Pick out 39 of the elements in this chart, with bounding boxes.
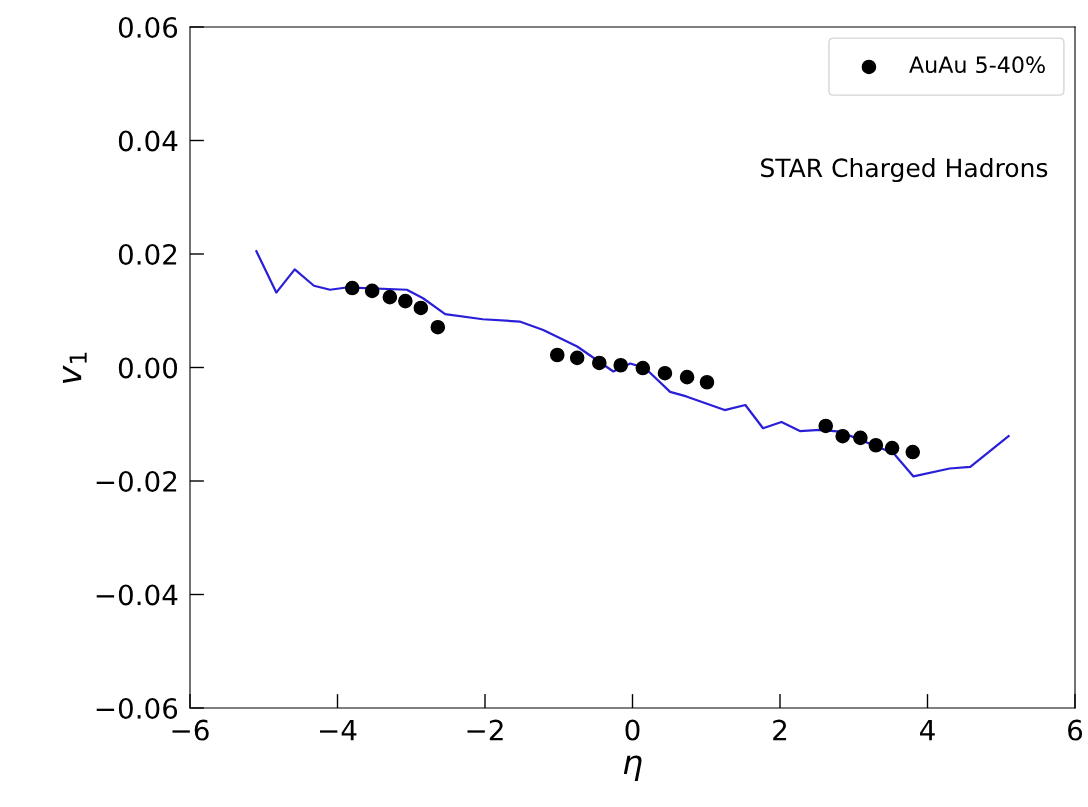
point xyxy=(635,360,651,376)
point xyxy=(853,430,868,446)
y-tick-label: 0.04 xyxy=(118,130,178,152)
x-tick-label: 0 xyxy=(625,719,640,741)
point xyxy=(905,444,921,460)
point xyxy=(679,369,695,385)
y-tick-label: 0.00 xyxy=(118,357,178,379)
point xyxy=(868,437,884,453)
legend-label: AuAu 5-40% xyxy=(909,56,1045,74)
y-tick-label: −0.06 xyxy=(96,697,178,719)
x-tick-label: 6 xyxy=(1068,719,1083,741)
x-tick-label: −4 xyxy=(319,719,357,741)
line-series xyxy=(255,250,1010,478)
y-tick-label: −0.04 xyxy=(96,584,178,606)
point xyxy=(835,428,850,444)
point xyxy=(884,440,900,456)
x-tick-label: 4 xyxy=(920,719,935,741)
point xyxy=(613,357,628,373)
point xyxy=(699,374,715,390)
y-tick-label: 0.06 xyxy=(118,16,178,38)
point xyxy=(364,283,380,299)
point xyxy=(657,365,673,381)
y-tick-label: 0.02 xyxy=(118,243,177,265)
y-axis-title: v$_{1}$ xyxy=(62,352,87,384)
point xyxy=(344,280,360,296)
x-tick-label: 2 xyxy=(773,719,787,741)
point xyxy=(549,347,565,363)
point xyxy=(569,350,585,366)
point xyxy=(398,293,413,309)
point xyxy=(430,319,446,335)
point xyxy=(592,355,607,371)
point xyxy=(818,418,834,434)
x-tick-label: −6 xyxy=(172,719,209,741)
y-tick-label: −0.02 xyxy=(96,470,177,492)
point xyxy=(413,300,429,316)
x-axis-title: η xyxy=(623,755,642,782)
point xyxy=(382,289,398,305)
x-tick-label: −2 xyxy=(467,719,503,741)
annotation: STAR Charged Hadrons xyxy=(761,157,1048,183)
